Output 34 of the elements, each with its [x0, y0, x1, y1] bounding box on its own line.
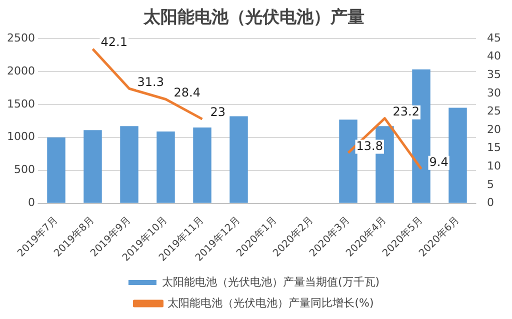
y-tick-label: 0	[28, 196, 35, 210]
y2-tick-label: 40	[487, 50, 502, 63]
legend-label: 太阳能电池（光伏电池）产量同比增长(%)	[168, 296, 374, 310]
bar	[84, 130, 102, 203]
data-label: 9.4	[429, 155, 448, 170]
data-label: 31.3	[137, 74, 164, 89]
y2-tick-label: 45	[487, 31, 502, 44]
y2-tick-label: 25	[487, 104, 502, 118]
y2-tick-label: 10	[487, 160, 502, 173]
y-tick-label: 1500	[6, 97, 35, 110]
chart-title: 太阳能电池（光伏电池）产量	[142, 8, 364, 28]
bar	[193, 127, 212, 203]
y-tick-label: 2500	[6, 31, 35, 44]
y2-tick-label: 0	[487, 196, 494, 210]
bar	[120, 126, 138, 203]
data-label: 28.4	[174, 85, 200, 100]
data-label: 23.2	[392, 104, 420, 118]
y2-tick-label: 5	[487, 178, 494, 191]
bar	[230, 116, 248, 203]
y2-tick-label: 20	[487, 122, 502, 136]
data-label: 13.8	[356, 138, 383, 153]
y-tick-label: 500	[14, 163, 35, 176]
y2-tick-label: 30	[487, 86, 502, 100]
bar	[448, 108, 467, 203]
y-tick-label: 1000	[6, 130, 35, 144]
bar	[339, 120, 358, 203]
y2-tick-label: 15	[487, 141, 502, 154]
y2-tick-label: 35	[487, 68, 502, 81]
legend-label: 太阳能电池（光伏电池）产量当期值(万千瓦)	[162, 275, 380, 288]
bar	[156, 131, 175, 203]
data-label: 42.1	[100, 35, 128, 50]
bar	[47, 137, 66, 203]
data-label: 23	[210, 105, 226, 120]
y-tick-label: 2000	[6, 64, 35, 78]
